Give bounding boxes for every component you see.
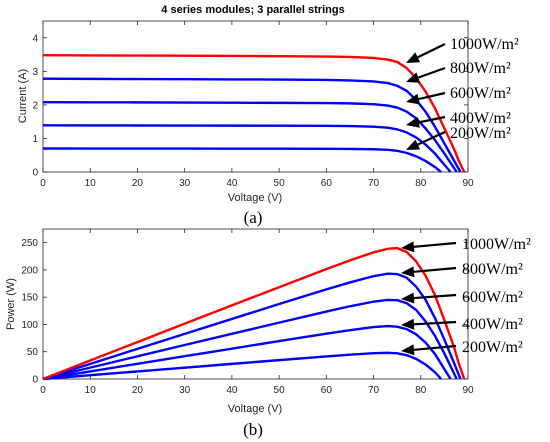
x-tick-label: 40	[226, 385, 238, 396]
y-tick-label: 150	[21, 293, 38, 304]
x-tick-label: 60	[321, 178, 333, 189]
annotation-arrow	[418, 91, 446, 101]
arrow-head	[401, 266, 415, 278]
x-tick-label: 70	[368, 178, 380, 189]
series-label: 600W/m²	[462, 289, 523, 306]
y-tick-label: 3	[32, 67, 38, 78]
iv-chart: 4 series modules; 3 parallel strings 0 10…	[17, 4, 519, 227]
panel-label: (a)	[244, 208, 263, 227]
y-axis-label: Power (W)	[5, 278, 17, 330]
x-tick-label: 10	[85, 385, 97, 396]
series-line	[42, 298, 458, 381]
annotation-arrow	[418, 115, 446, 124]
curves	[42, 54, 466, 173]
arrow-head	[406, 139, 421, 150]
annotations: 1000W/m² 800W/m² 600W/m² 400W/m² 200W/m²	[401, 236, 531, 356]
x-tick-label: 20	[132, 178, 144, 189]
x-axis: 0 10 20 30 40 50 60 70 80 90	[40, 229, 474, 396]
x-tick-label: 30	[179, 385, 191, 396]
y-tick-label: 0	[32, 168, 38, 179]
series-line	[42, 351, 442, 381]
y-tick-label: 1	[32, 134, 38, 145]
x-tick-label: 60	[321, 385, 333, 396]
series-label: 800W/m²	[450, 60, 511, 77]
arrow-head	[406, 93, 420, 105]
series-label: 200W/m²	[462, 339, 523, 356]
x-tick-label: 90	[462, 385, 474, 396]
y-axis: 0 1 2 3 4	[32, 33, 468, 179]
x-tick-label: 50	[274, 178, 286, 189]
y-tick-label: 4	[32, 33, 38, 44]
series-line	[42, 246, 466, 381]
y-axis: 0 50 100 150 200 250	[21, 238, 468, 386]
y-tick-label: 250	[21, 238, 38, 249]
annotation-arrow	[413, 293, 457, 300]
x-tick-label: 50	[274, 385, 286, 396]
x-tick-label: 80	[415, 385, 427, 396]
annotation-arrow	[417, 66, 446, 79]
series-label: 800W/m²	[462, 261, 523, 278]
y-tick-label: 100	[21, 320, 38, 331]
arrow-head	[401, 241, 415, 253]
x-axis-label: Voltage (V)	[228, 403, 282, 415]
curves	[42, 246, 466, 381]
series-label: 1000W/m²	[462, 236, 531, 253]
arrow-head	[406, 52, 421, 63]
x-axis-label: Voltage (V)	[228, 192, 282, 204]
x-axis: 0 10 20 30 40 50 60 70 80 90	[40, 21, 474, 189]
series-line	[42, 147, 442, 173]
y-tick-label: 200	[21, 265, 38, 276]
x-tick-label: 30	[179, 178, 191, 189]
series-label: 1000W/m²	[450, 36, 519, 53]
x-tick-label: 0	[40, 385, 46, 396]
y-tick-label: 0	[32, 375, 38, 386]
annotation-arrow	[417, 131, 446, 146]
annotation-arrow	[417, 43, 446, 59]
x-tick-label: 40	[226, 178, 238, 189]
arrow-head	[401, 292, 415, 304]
arrow-head	[406, 72, 421, 83]
series-line	[42, 54, 466, 173]
series-line	[42, 101, 458, 173]
annotation-arrow	[413, 320, 457, 326]
panel-label: (b)	[243, 420, 263, 439]
chart-title: 4 series modules; 3 parallel strings	[161, 4, 344, 16]
plot-frame	[42, 20, 469, 173]
x-tick-label: 90	[462, 178, 474, 189]
arrow-head	[406, 116, 420, 128]
annotation-arrow	[413, 241, 457, 248]
series-line	[42, 124, 452, 173]
annotation-arrow	[413, 344, 457, 351]
y-tick-label: 50	[27, 347, 39, 358]
pv-chart: 0 10 20 30 40 50 60 70 80 90 0 50 100 150 200 250 1000…	[5, 228, 531, 439]
series-label: 400W/m²	[462, 316, 523, 333]
x-tick-label: 10	[85, 178, 97, 189]
y-axis-label: Current (A)	[17, 69, 29, 123]
arrow-head	[401, 318, 415, 330]
series-line	[42, 324, 452, 381]
x-tick-label: 0	[40, 178, 46, 189]
x-tick-label: 20	[132, 385, 144, 396]
series-label: 200W/m²	[450, 125, 511, 142]
arrow-head	[401, 344, 415, 356]
x-tick-label: 70	[368, 385, 380, 396]
series-label: 400W/m²	[450, 110, 511, 127]
annotation-arrow	[413, 266, 457, 273]
series-line	[42, 77, 462, 173]
series-label: 600W/m²	[450, 85, 511, 102]
x-tick-label: 80	[415, 178, 427, 189]
y-tick-label: 2	[32, 100, 38, 111]
series-line	[42, 272, 462, 381]
